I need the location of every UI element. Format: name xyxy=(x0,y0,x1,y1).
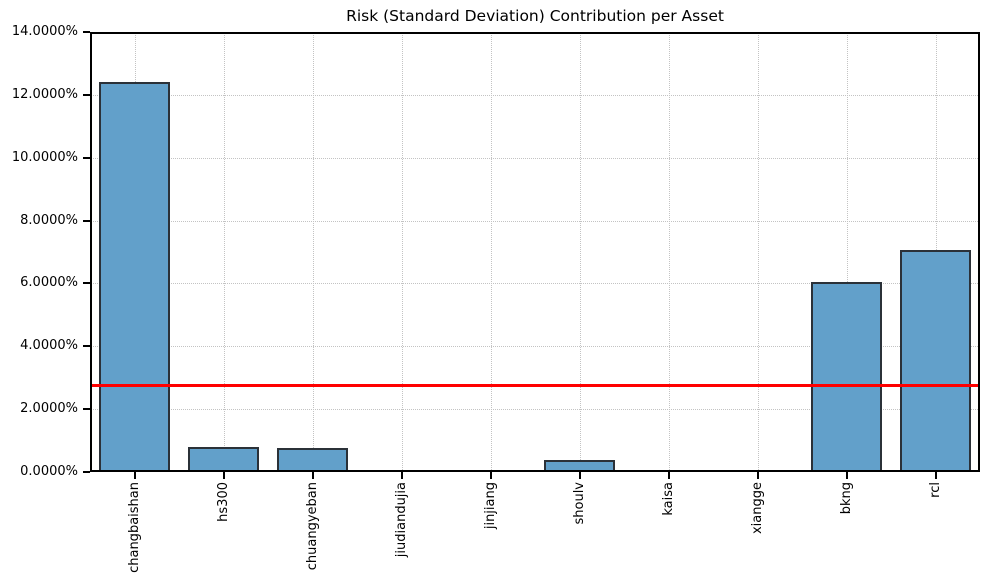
x-gridline xyxy=(757,32,759,472)
x-tick-label: changbaishan xyxy=(126,482,142,573)
y-tick-mark xyxy=(83,156,90,159)
x-gridline xyxy=(223,32,225,472)
y-tick-label: 12.0000% xyxy=(11,86,78,102)
x-tick-mark xyxy=(667,472,670,479)
y-tick-mark xyxy=(83,471,90,473)
bar-hs300 xyxy=(187,446,260,472)
x-tick-label: hs300 xyxy=(215,482,231,522)
bar-changbaishan xyxy=(98,81,171,472)
x-tick-mark xyxy=(311,472,314,479)
y-tick-mark xyxy=(83,93,90,96)
x-tick-label: xiangge xyxy=(749,482,765,535)
chart-title: Risk (Standard Deviation) Contribution p… xyxy=(346,7,724,25)
x-tick-mark xyxy=(222,472,225,479)
x-tick-label: jiudiandujia xyxy=(393,482,409,558)
y-tick-label: 2.0000% xyxy=(20,401,78,417)
x-tick-mark xyxy=(578,472,581,479)
x-tick-label: rcl xyxy=(927,482,943,498)
y-gridline xyxy=(90,346,980,348)
x-gridline xyxy=(312,32,314,472)
y-gridline xyxy=(90,283,980,285)
x-gridline xyxy=(668,32,670,472)
y-tick-label: 10.0000% xyxy=(11,149,78,165)
y-gridline xyxy=(90,94,980,96)
x-tick-mark xyxy=(756,472,759,479)
y-tick-label: 14.0000% xyxy=(11,24,78,39)
y-tick-mark xyxy=(83,408,90,411)
y-tick-label: 6.0000% xyxy=(20,275,78,291)
y-tick-mark xyxy=(83,282,90,285)
bar-shoulv xyxy=(543,459,616,472)
y-gridline xyxy=(90,409,980,411)
y-tick-label: 0.0000% xyxy=(20,464,78,479)
x-gridline xyxy=(490,32,492,472)
x-tick-label: jinjiang xyxy=(482,482,498,530)
x-gridline xyxy=(579,32,581,472)
y-tick-mark xyxy=(83,219,90,222)
x-tick-mark xyxy=(934,472,937,479)
y-tick-mark xyxy=(83,345,90,348)
y-tick-label: 4.0000% xyxy=(20,338,78,354)
bar-chuangyeban xyxy=(276,448,349,472)
y-tick-mark xyxy=(83,31,90,33)
x-gridline xyxy=(846,32,848,472)
x-tick-mark xyxy=(845,472,848,479)
y-gridline xyxy=(90,157,980,159)
x-tick-mark xyxy=(400,472,403,479)
x-tick-mark xyxy=(133,472,136,479)
x-tick-label: bkng xyxy=(838,482,854,515)
y-gridline xyxy=(90,220,980,222)
y-tick-label: 8.0000% xyxy=(20,212,78,228)
mean-line xyxy=(90,384,980,388)
bar-rcl xyxy=(899,250,972,472)
x-tick-label: shoulv xyxy=(571,482,587,525)
bar-bkng xyxy=(810,281,883,472)
x-tick-mark xyxy=(489,472,492,479)
x-gridline xyxy=(401,32,403,472)
x-tick-label: kaisa xyxy=(660,482,676,516)
x-tick-label: chuangyeban xyxy=(304,482,320,571)
